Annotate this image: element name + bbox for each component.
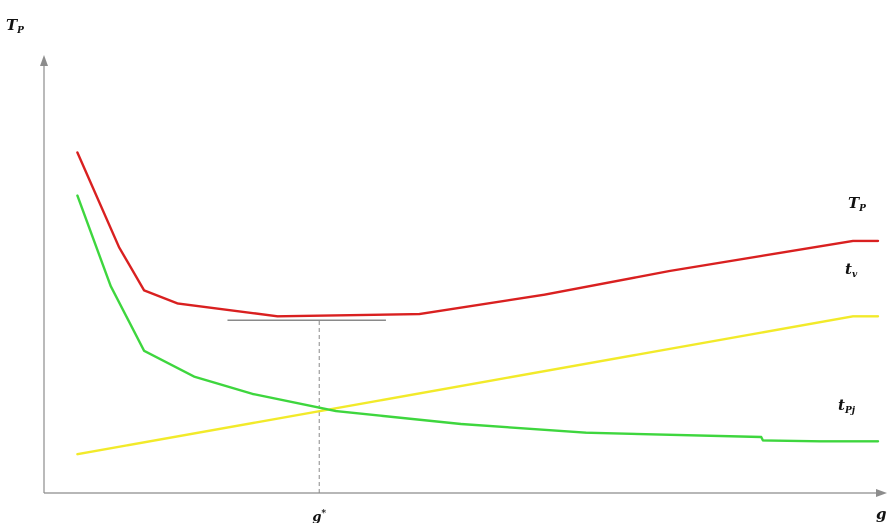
series-label-tv: tv <box>845 260 858 280</box>
series-label-tp: TP <box>848 194 866 214</box>
g-star-label: g* <box>312 509 326 523</box>
series-label-tpj: tPj <box>838 396 856 416</box>
x-axis-arrow <box>876 489 887 497</box>
y-axis-label: TP <box>6 16 24 36</box>
series-line-tv <box>76 315 880 456</box>
series-line-tp <box>76 151 880 318</box>
y-axis-arrow <box>40 55 48 66</box>
series-line-tpj <box>76 194 880 443</box>
x-axis-label: g <box>876 505 887 523</box>
